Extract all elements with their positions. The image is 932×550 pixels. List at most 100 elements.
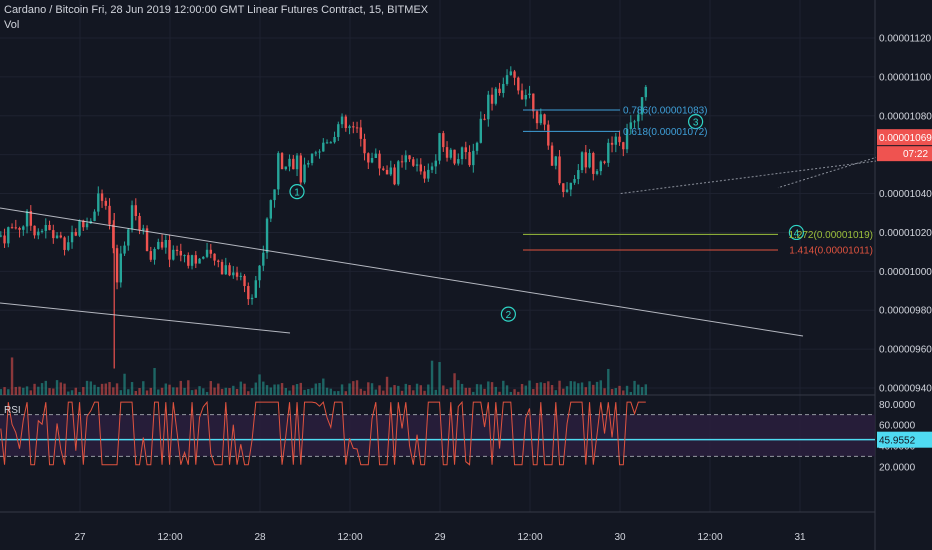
volume-bar [314,383,317,395]
volume-bar [247,391,250,395]
candle-body [142,228,145,231]
candle-body [378,153,381,169]
price-axis[interactable]: 0.000011200.000011000.000010800.00001060… [876,0,932,550]
candle-body [445,147,449,158]
volume-bar [633,380,636,395]
volume-bar [70,390,74,395]
volume-bar [160,387,164,395]
candle-body [217,260,220,262]
volume-bar [442,385,445,395]
volume-bar [382,390,385,395]
volume-bar [325,387,329,395]
volume-bar [498,391,501,395]
candle-body [127,229,130,246]
volume-bar [104,383,107,395]
candle-body [502,83,505,94]
volume-bar [59,382,62,395]
candle-body [393,167,396,185]
volume-bar [453,373,456,395]
volume-bar [625,385,629,395]
volume-bar [434,389,437,395]
volume-bar [277,384,280,395]
price-tick-label: 0.00001040 [879,189,932,200]
candle-body [618,136,621,143]
candle-body [513,71,516,78]
volume-bar [153,367,156,395]
candle-body [0,235,3,237]
time-tick-label: 12:00 [157,532,182,543]
volume-bar [322,378,325,395]
candle-body [592,153,595,174]
volume-bar [198,386,201,395]
volume-bar [284,387,287,395]
candle-body [265,218,269,253]
candle-body [145,228,149,252]
candle-body [190,255,194,266]
candle-body [494,88,497,104]
volume-bar [629,391,632,395]
volume-bar [535,382,539,395]
candle-body [85,223,89,228]
chart-title: Cardano / Bitcoin Fri, 28 Jun 2019 12:00… [4,4,429,16]
volume-bar [408,385,411,395]
volume-bars [0,357,647,395]
price-tick-label: 0.00000940 [879,384,932,395]
volume-bar [89,381,92,395]
volume-bar [397,385,400,395]
candle-body [374,153,377,158]
candle-body [232,272,235,276]
price-tick-label: 0.00000980 [879,306,932,317]
volume-bar [55,380,59,395]
volume-bar [262,381,265,395]
candle-body [292,158,295,170]
candle-body [194,255,197,264]
rsi-tick-label: 20.0000 [879,462,916,473]
candle-body [48,224,51,231]
price-tick-label: 0.00001000 [879,267,932,278]
volume-bar [580,382,584,395]
volume-bar [100,383,104,395]
price-tick-label: 0.00001120 [879,34,932,45]
volume-bar [457,380,460,395]
wave-marker-4 [788,224,805,241]
candle-body [479,118,482,143]
candle-body [333,136,336,143]
candle-body [468,152,471,166]
candle-body [149,251,152,260]
candle-body [119,253,122,283]
candle-body [460,147,464,160]
candle-body [599,161,602,172]
volume-bar [622,390,625,395]
candle-body [307,162,310,165]
candle-body [397,161,400,185]
candle-body [367,153,370,163]
candle-body [183,255,186,257]
volume-bar [307,389,310,395]
candle-body [172,249,175,260]
volume-bar [584,387,587,395]
candle-body [498,88,501,94]
candle-body [580,152,584,171]
candle-body [573,179,576,183]
candle-body [610,142,614,145]
volume-bar [273,384,276,395]
countdown-badge [877,146,932,162]
candle-body [509,71,512,76]
volume-bar [607,368,610,395]
time-axis[interactable]: 27 12:00 28 12:00 29 12:00 30 12:00 31 [74,532,806,543]
time-tick-label: 29 [434,532,446,543]
candle-body [415,164,419,166]
volume-bar [610,389,614,395]
candle-body [29,210,32,226]
volume-bar [168,384,171,395]
candle-body [130,205,134,230]
volume-bar [175,387,179,395]
volume-bar [404,383,407,395]
volume-bar [359,388,362,395]
candle-body [464,147,467,153]
volume-bar [588,381,591,395]
volume-bar [599,380,602,395]
candle-body [539,114,542,124]
volume-bar [280,383,284,395]
